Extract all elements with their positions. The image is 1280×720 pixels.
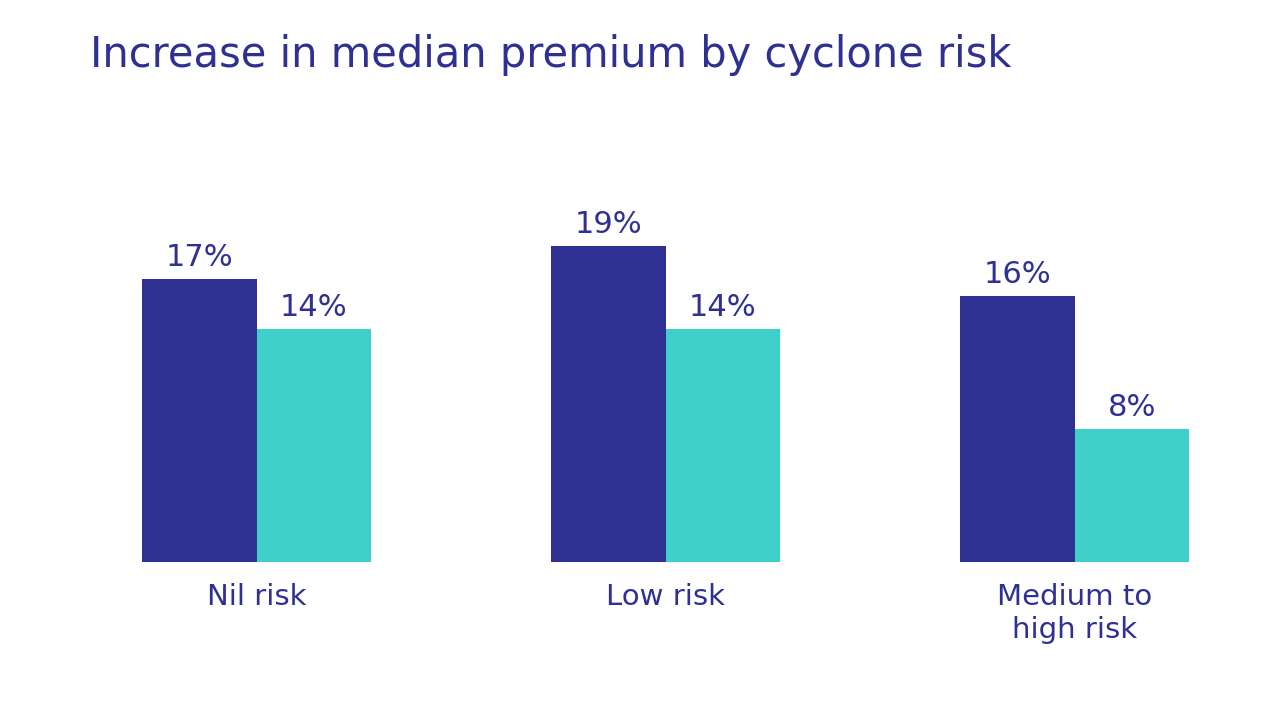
Bar — [960, 296, 1075, 562]
Bar — [1075, 428, 1189, 562]
Bar — [552, 246, 666, 562]
Text: 14%: 14% — [280, 293, 348, 323]
Bar — [142, 279, 256, 562]
Bar — [666, 329, 780, 562]
Bar — [256, 329, 371, 562]
Text: 8%: 8% — [1107, 393, 1156, 422]
Text: Increase in median premium by cyclone risk: Increase in median premium by cyclone ri… — [90, 34, 1011, 76]
Text: 16%: 16% — [983, 260, 1051, 289]
Text: 19%: 19% — [575, 210, 643, 239]
Text: 17%: 17% — [165, 243, 233, 272]
Text: 14%: 14% — [689, 293, 756, 323]
